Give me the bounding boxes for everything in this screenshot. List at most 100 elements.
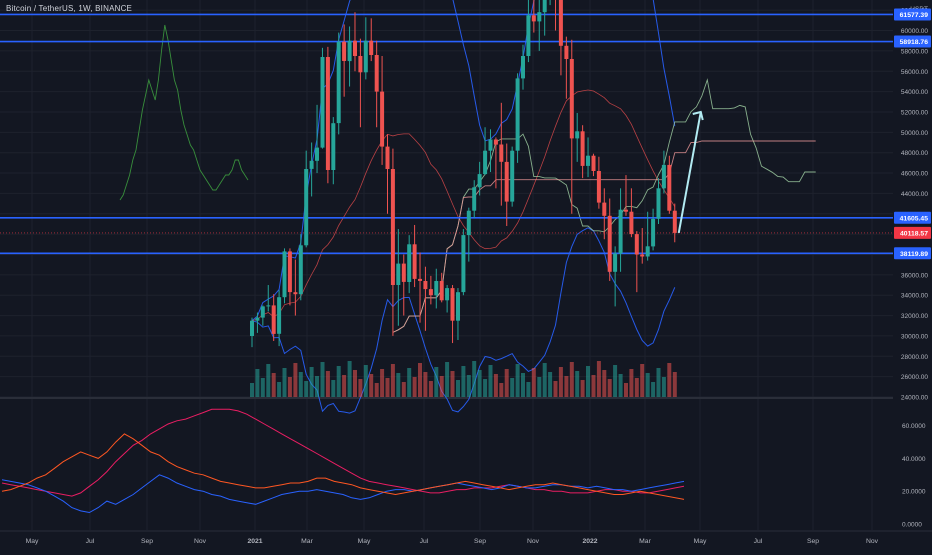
price-badge — [894, 35, 931, 48]
candle-body — [309, 160, 314, 169]
volume-bar — [472, 361, 477, 397]
candle-body — [266, 305, 271, 307]
volume-bar — [591, 375, 596, 397]
candle-body — [396, 263, 401, 285]
volume-bar — [504, 369, 509, 397]
time-tick-label: Sep — [807, 538, 819, 545]
volume-bar — [602, 370, 607, 397]
volume-bar — [380, 369, 385, 397]
price-tick-label: 58000.00 — [901, 48, 928, 55]
price-tick-label: 46000.00 — [901, 171, 928, 178]
projection-arrow — [677, 111, 702, 234]
time-tick-label: May — [358, 538, 371, 545]
volume-bar — [347, 361, 352, 397]
grid — [0, 0, 893, 530]
candle-body — [591, 155, 596, 171]
time-tick-label: Nov — [194, 538, 207, 545]
candles — [250, 0, 677, 348]
candle-body — [374, 55, 379, 92]
candle-body — [640, 254, 645, 257]
volume-bar — [537, 377, 542, 397]
volume-bar — [456, 380, 460, 397]
volume-bar — [309, 367, 314, 397]
volume-bar — [510, 378, 515, 397]
price-tick-label: 28000.00 — [901, 354, 928, 361]
candle-body — [510, 150, 515, 202]
candle-body — [380, 91, 385, 147]
indicator-tick-label: 60.0000 — [902, 423, 926, 430]
volume-bar — [580, 380, 585, 397]
candle-body — [439, 281, 444, 301]
candle-body — [667, 164, 672, 211]
price-tick-label: 50000.00 — [901, 130, 928, 137]
candle-body — [504, 161, 509, 202]
candle-body — [618, 209, 623, 254]
candle-body — [629, 211, 634, 235]
time-tick-label: Mar — [301, 538, 313, 545]
volume-bar — [661, 377, 666, 397]
price-tick-label: 56000.00 — [901, 69, 928, 76]
price-badge — [894, 8, 931, 21]
candle-body — [369, 40, 374, 55]
time-tick-label: May — [26, 538, 39, 545]
volume-bar — [613, 365, 618, 397]
candle-body — [385, 146, 390, 169]
time-tick-label: Jul — [86, 538, 95, 545]
candle-body — [537, 12, 542, 22]
candle-body — [515, 78, 520, 151]
candle-body — [271, 305, 276, 334]
volume-bar — [548, 372, 553, 397]
volume-bar — [369, 374, 374, 397]
candle-body — [450, 288, 455, 321]
time-tick-label: Jul — [420, 538, 429, 545]
price-tick-label: 54000.00 — [901, 89, 928, 96]
time-tick-label: Jul — [754, 538, 763, 545]
candle-body — [607, 215, 612, 272]
candle-body — [661, 164, 666, 189]
volume-bar — [640, 364, 645, 397]
candle-body — [331, 123, 336, 170]
volume-bar — [363, 365, 368, 397]
candle-body — [255, 317, 260, 321]
candle-body — [293, 292, 298, 295]
volume-bar — [575, 371, 580, 397]
price-tick-label: 48000.00 — [901, 150, 928, 157]
candle-body — [651, 218, 656, 247]
candle-body — [418, 278, 422, 281]
volume-bar — [250, 383, 254, 397]
volume-bar — [353, 370, 357, 397]
candle-body — [499, 144, 504, 162]
volume-bar — [325, 371, 330, 397]
volume-bar — [445, 362, 450, 397]
volume-bar — [450, 371, 455, 397]
candle-body — [672, 210, 677, 233]
candle-body — [521, 56, 525, 79]
candle-body — [526, 15, 531, 57]
volume-bar — [526, 382, 531, 397]
volume-bar — [542, 363, 547, 397]
candle-body — [401, 263, 406, 282]
candle-body — [342, 41, 347, 61]
price-badge-label: 40118.57 — [900, 230, 928, 237]
candle-body — [558, 0, 563, 46]
price-tick-label: 26000.00 — [901, 374, 928, 381]
candle-body — [461, 235, 466, 293]
volume-bar — [298, 372, 303, 397]
time-tick-label: Mar — [639, 538, 651, 545]
volume-bar — [315, 376, 319, 397]
candle-body — [358, 56, 363, 73]
candle-body — [466, 210, 471, 236]
volume-bar — [461, 366, 466, 397]
volume-bar — [407, 368, 412, 397]
volume — [250, 361, 677, 397]
volume-bar — [634, 378, 639, 397]
volume-bar — [466, 375, 471, 397]
di-minus-line — [1, 433, 685, 500]
candle-body — [542, 0, 547, 13]
indicator-tick-label: 20.0000 — [902, 489, 926, 496]
candle-body — [580, 131, 585, 166]
volume-bar — [618, 374, 623, 397]
candle-body — [596, 171, 601, 203]
candle-body — [298, 245, 303, 295]
